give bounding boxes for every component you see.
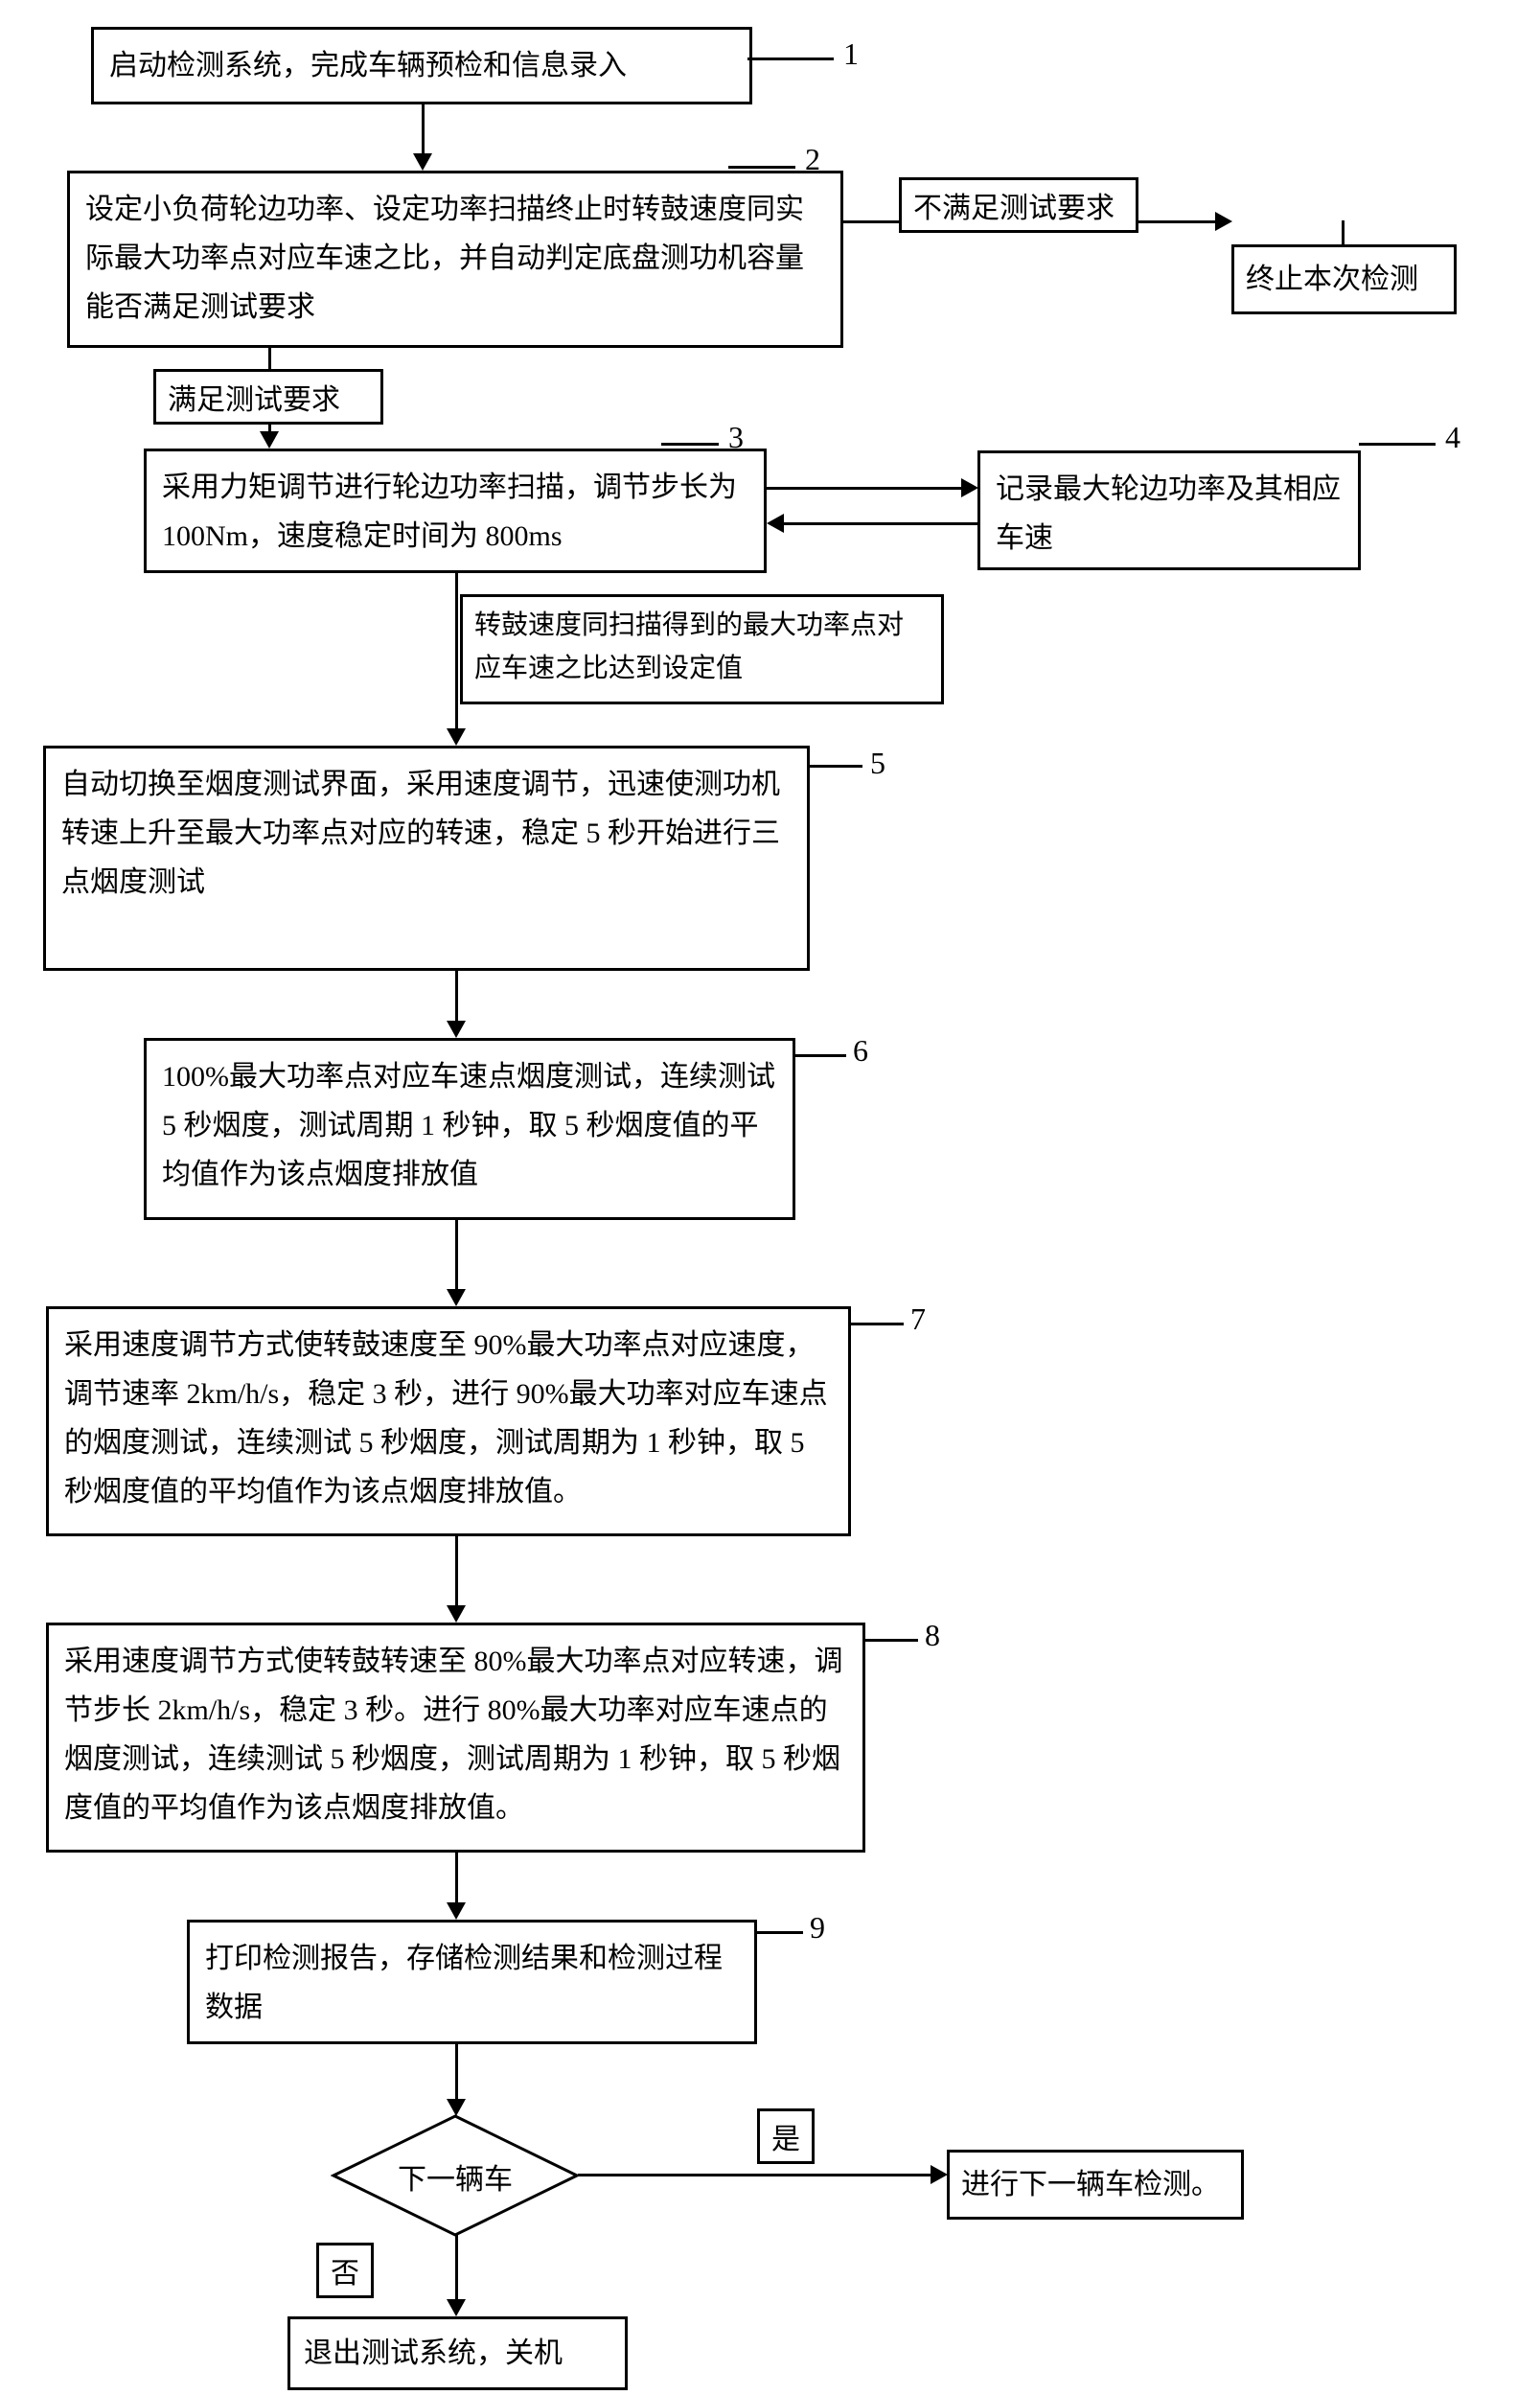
leader-6: [793, 1054, 846, 1057]
leader-2: [728, 166, 795, 169]
step-1-box: 启动检测系统，完成车辆预检和信息录入: [91, 27, 752, 104]
step-8-box: 采用速度调节方式使转鼓转速至 80%最大功率点对应转速，调节步长 2km/h/s…: [46, 1623, 865, 1853]
step-7-text: 采用速度调节方式使转鼓速度至 90%最大功率点对应速度，调节速率 2km/h/s…: [64, 1329, 828, 1508]
arrow-d-yes-head: [931, 2165, 948, 2184]
meet-label: 满足测试要求: [153, 369, 383, 425]
arrow-6-7-head: [447, 1289, 466, 1306]
meet-text: 满足测试要求: [168, 384, 340, 416]
arrow-1-2-head: [413, 153, 432, 171]
cond-3-5-text: 转鼓速度同扫描得到的最大功率点对应车速之比达到设定值: [474, 610, 904, 683]
step-4-box: 记录最大轮边功率及其相应车速: [977, 450, 1361, 570]
arrow-7-8-head: [447, 1605, 466, 1623]
exit-box: 退出测试系统，关机: [287, 2316, 628, 2390]
step-3-box: 采用力矩调节进行轮边功率扫描，调节步长为 100Nm，速度稳定时间为 800ms: [144, 449, 767, 573]
leader-8: [865, 1639, 918, 1642]
arrow-6-7-line: [455, 1220, 458, 1292]
num-8: 8: [925, 1618, 940, 1653]
step-2-box: 设定小负荷轮边功率、设定功率扫描终止时转鼓速度同实际最大功率点对应车速之比，并自…: [67, 171, 843, 348]
yes-text: 是: [771, 2124, 800, 2155]
arrow-2-term-head: [1215, 212, 1232, 231]
leader-5: [810, 765, 862, 768]
arrow-9-d-line: [455, 2044, 458, 2102]
step-7-box: 采用速度调节方式使转鼓速度至 90%最大功率点对应速度，调节速率 2km/h/s…: [46, 1306, 851, 1536]
step-5-text: 自动切换至烟度测试界面，采用速度调节，迅速使测功机转速上升至最大功率点对应的转速…: [61, 769, 780, 898]
leader-7: [851, 1323, 904, 1325]
next-car-box: 进行下一辆车检测。: [947, 2150, 1244, 2220]
leader-4: [1359, 443, 1436, 446]
num-6: 6: [853, 1033, 868, 1069]
arrow-5-6-line: [455, 971, 458, 1024]
not-meet-full: 不满足测试要求: [899, 177, 1138, 233]
exit-text: 退出测试系统，关机: [304, 2337, 563, 2369]
arrow-d-no-line: [455, 2235, 458, 2302]
step-8-text: 采用速度调节方式使转鼓转速至 80%最大功率点对应转速，调节步长 2km/h/s…: [64, 1646, 843, 1824]
step-1-text: 启动检测系统，完成车辆预检和信息录入: [109, 50, 627, 81]
cond-3-5-box: 转鼓速度同扫描得到的最大功率点对应车速之比达到设定值: [460, 594, 944, 704]
arrow-term-drop: [1342, 220, 1345, 247]
terminate-text: 终止本次检测: [1246, 264, 1418, 295]
flowchart-canvas: 启动检测系统，完成车辆预检和信息录入 1 设定小负荷轮边功率、设定功率扫描终止时…: [0, 0, 1540, 2395]
num-4: 4: [1445, 420, 1460, 455]
arrow-3-4-bot: [784, 522, 980, 525]
step-6-text: 100%最大功率点对应车速点烟度测试，连续测试 5 秒烟度，测试周期 1 秒钟，…: [162, 1061, 775, 1190]
step-9-text: 打印检测报告，存储检测结果和检测过程数据: [205, 1943, 723, 2023]
decision-diamond: 下一辆车: [331, 2113, 580, 2238]
leader-3: [661, 443, 719, 446]
num-1: 1: [843, 36, 859, 72]
yes-label: 是: [757, 2108, 815, 2164]
arrow-d-yes-line: [578, 2174, 932, 2176]
step-5-box: 自动切换至烟度测试界面，采用速度调节，迅速使测功机转速上升至最大功率点对应的转速…: [43, 746, 810, 971]
arrow-8-9-line: [455, 1853, 458, 1905]
leader-9: [757, 1931, 803, 1934]
no-text: 否: [331, 2258, 359, 2290]
step-4-text: 记录最大轮边功率及其相应车速: [996, 473, 1341, 554]
diamond-text: 下一辆车: [331, 2155, 580, 2198]
num-3: 3: [728, 420, 744, 455]
arrow-3-4-top: [767, 487, 963, 490]
next-car-text: 进行下一辆车检测。: [961, 2169, 1220, 2200]
arrow-1-2-line: [422, 104, 425, 156]
step-6-box: 100%最大功率点对应车速点烟度测试，连续测试 5 秒烟度，测试周期 1 秒钟，…: [144, 1038, 795, 1220]
step-2-text: 设定小负荷轮边功率、设定功率扫描终止时转鼓速度同实际最大功率点对应车速之比，并自…: [85, 194, 804, 323]
num-7: 7: [910, 1301, 926, 1337]
arrow-d-no-head: [447, 2299, 466, 2316]
not-meet-full-text: 不满足测试要求: [913, 193, 1115, 224]
no-label: 否: [316, 2243, 374, 2298]
num-5: 5: [870, 746, 885, 781]
step-3-text: 采用力矩调节进行轮边功率扫描，调节步长为 100Nm，速度稳定时间为 800ms: [162, 472, 737, 552]
terminate-box: 终止本次检测: [1231, 244, 1457, 314]
arrow-3-4-top-head: [961, 478, 978, 497]
arrow-2-3-head: [260, 431, 279, 449]
arrow-7-8-line: [455, 1536, 458, 1608]
arrow-3-4-bot-head: [767, 514, 784, 533]
arrow-3-5-head: [447, 728, 466, 746]
num-2: 2: [805, 142, 820, 177]
leader-1: [747, 58, 834, 60]
num-9: 9: [810, 1910, 825, 1946]
arrow-5-6-head: [447, 1021, 466, 1038]
arrow-8-9-head: [447, 1902, 466, 1920]
arrow-3-5-line: [455, 573, 458, 731]
step-9-box: 打印检测报告，存储检测结果和检测过程数据: [187, 1920, 757, 2044]
